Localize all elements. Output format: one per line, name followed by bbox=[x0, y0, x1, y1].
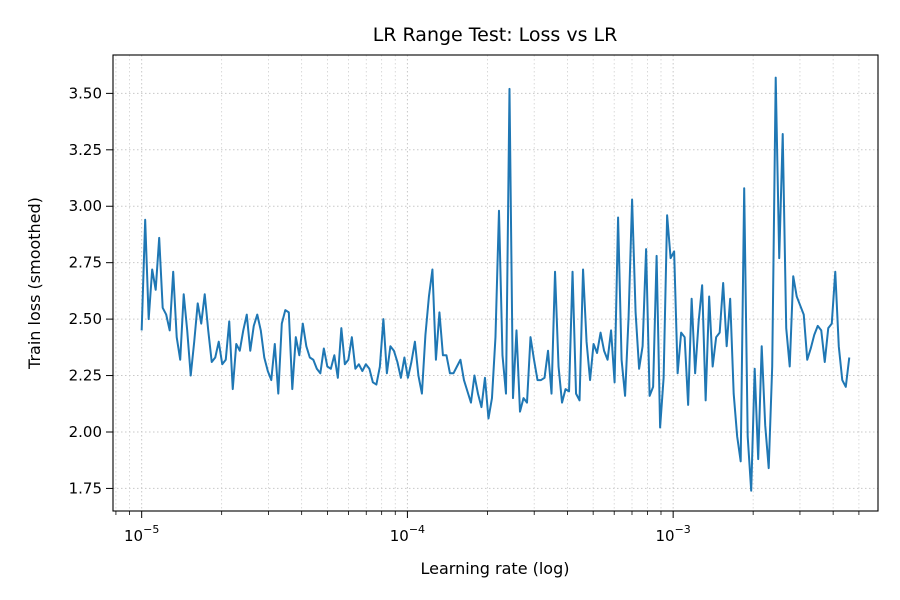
tick-labels: 10−5 10−4 10−3 1.75 2.00 2.25 2.50 2.75 3.00 3.25… bbox=[69, 84, 691, 545]
y-axis-label: Train loss (smoothed) bbox=[25, 197, 44, 370]
chart-title: LR Range Test: Loss vs LR bbox=[373, 24, 618, 46]
x-tick-label: 10−3 bbox=[655, 523, 690, 545]
y-tick-label: 3.00 bbox=[69, 197, 102, 215]
y-tick-label: 3.50 bbox=[69, 84, 102, 102]
plot-frame bbox=[112, 54, 879, 512]
y-tick-label: 3.25 bbox=[69, 141, 102, 159]
x-axis-label: Learning rate (log) bbox=[420, 559, 569, 578]
grid-lines bbox=[113, 55, 878, 511]
y-tick-label: 2.75 bbox=[69, 254, 102, 272]
y-tick-label: 2.25 bbox=[69, 367, 102, 385]
axis-ticks bbox=[106, 92, 860, 518]
x-tick-label: 10−4 bbox=[390, 523, 425, 545]
y-tick-label: 2.50 bbox=[69, 310, 102, 328]
x-tick-label: 10−5 bbox=[124, 523, 159, 545]
y-tick-label: 1.75 bbox=[69, 479, 102, 497]
loss-series-line bbox=[140, 76, 851, 492]
series-line-layer bbox=[140, 76, 851, 492]
y-tick-label: 2.00 bbox=[69, 423, 102, 441]
